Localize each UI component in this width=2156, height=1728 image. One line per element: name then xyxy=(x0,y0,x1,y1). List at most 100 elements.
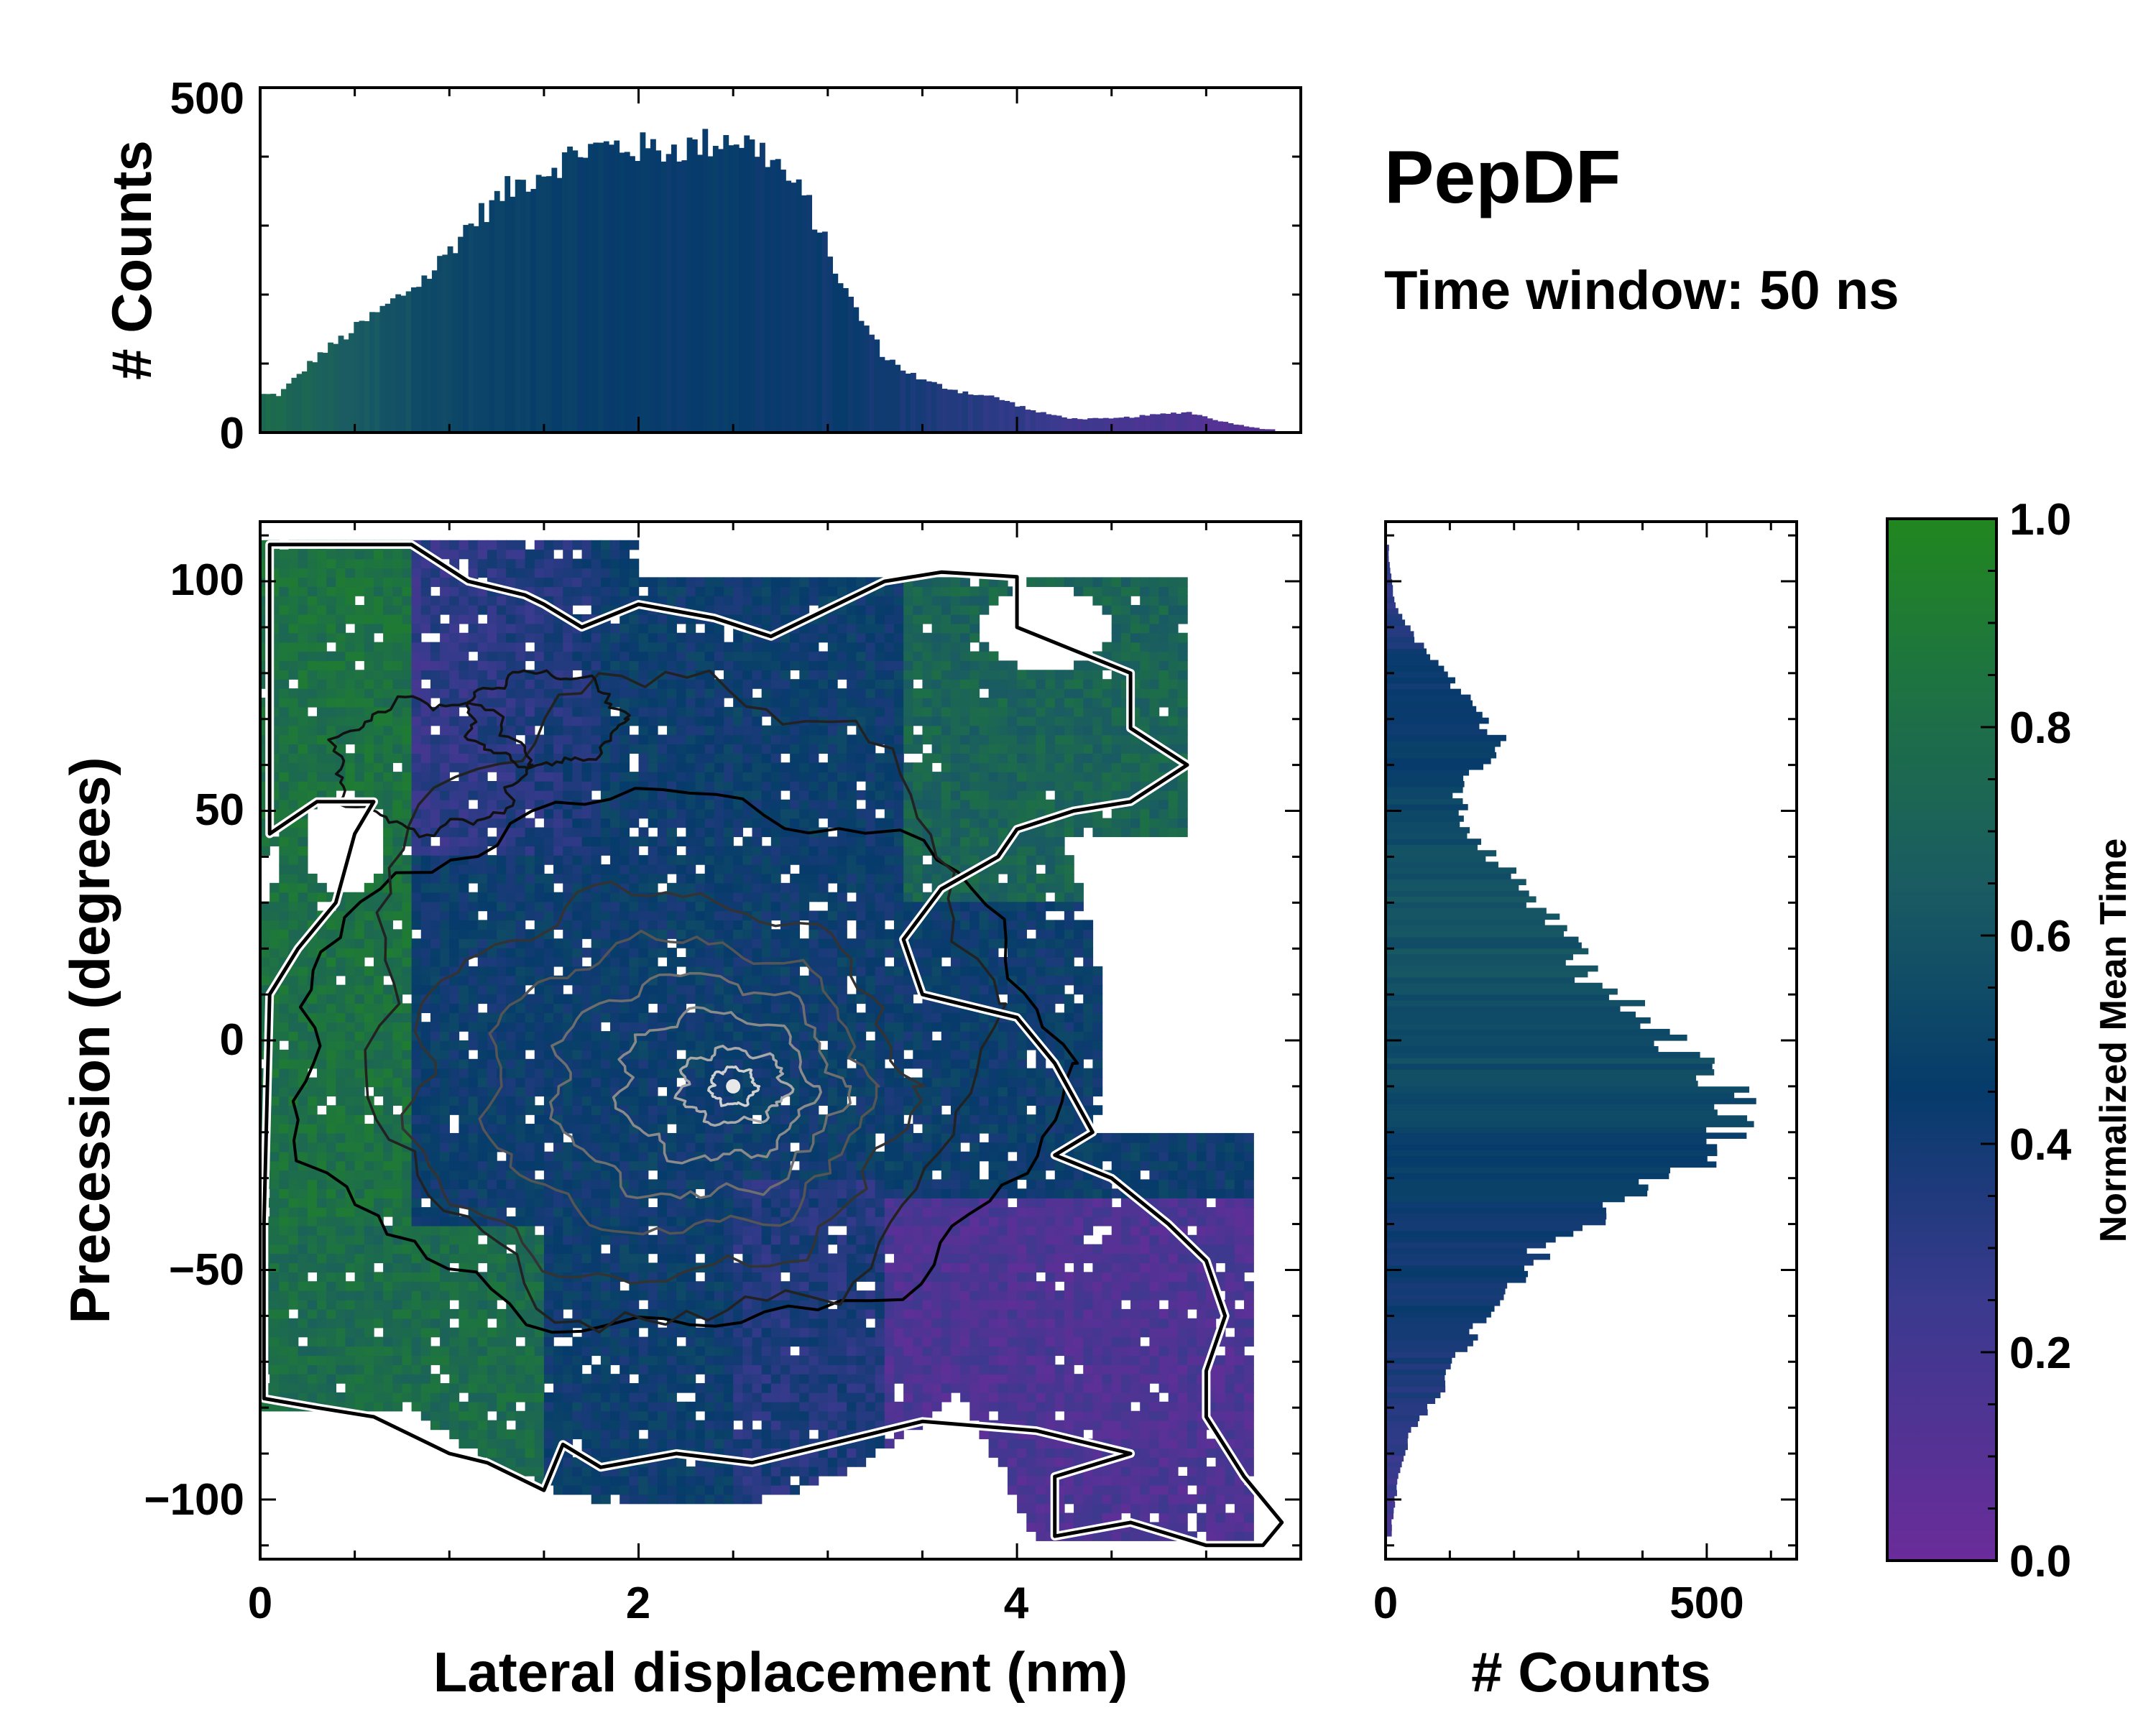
heatmap-cell xyxy=(336,652,346,662)
heatmap-cell xyxy=(582,540,592,550)
heatmap-cell xyxy=(506,1133,516,1143)
heatmap-cell xyxy=(326,1152,336,1162)
top-hist-bar xyxy=(1124,417,1130,433)
heatmap-cell xyxy=(383,1254,393,1264)
heatmap-cell xyxy=(676,596,686,606)
heatmap-cell xyxy=(364,1290,374,1300)
heatmap-cell xyxy=(383,624,393,634)
heatmap-cell xyxy=(449,753,459,763)
heatmap-cell xyxy=(676,781,686,791)
heatmap-cell xyxy=(421,1216,431,1226)
heatmap-cell xyxy=(582,1124,592,1134)
heatmap-cell xyxy=(317,938,327,948)
heatmap-cell xyxy=(430,883,441,893)
heatmap-cell xyxy=(553,596,563,606)
heatmap-cell xyxy=(553,948,563,958)
heatmap-cell xyxy=(478,1050,488,1060)
top-hist-bar xyxy=(276,396,282,433)
heatmap-cell xyxy=(733,1476,743,1486)
heatmap-cell xyxy=(629,1254,639,1264)
heatmap-cell xyxy=(686,744,696,754)
heatmap-cell xyxy=(298,726,308,736)
heatmap-cell xyxy=(535,874,545,884)
heatmap-cell xyxy=(383,1161,393,1171)
heatmap-cell xyxy=(336,1290,346,1300)
heatmap-cell xyxy=(544,818,554,828)
heatmap-cell xyxy=(298,1059,308,1069)
heatmap-cell xyxy=(525,1235,535,1245)
heatmap-cell xyxy=(515,1383,525,1393)
heatmap-cell xyxy=(572,1300,582,1310)
heatmap-cell xyxy=(449,1402,459,1412)
top-hist-bar xyxy=(546,176,552,433)
heatmap-cell xyxy=(308,1040,318,1050)
heatmap-cell xyxy=(591,652,602,662)
heatmap-cell xyxy=(658,762,668,772)
heatmap-cell xyxy=(686,1430,696,1440)
heatmap-cell xyxy=(676,994,686,1004)
heatmap-cell xyxy=(449,1179,459,1189)
heatmap-cell xyxy=(459,550,469,560)
heatmap-cell xyxy=(469,1124,479,1134)
heatmap-cell xyxy=(544,1216,554,1226)
heatmap-cell xyxy=(619,781,630,791)
heatmap-cell xyxy=(326,716,336,726)
heatmap-cell xyxy=(364,1346,374,1356)
heatmap-cell xyxy=(724,586,734,596)
heatmap-cell xyxy=(733,1411,743,1421)
heatmap-cell xyxy=(629,846,639,856)
heatmap-cell xyxy=(279,994,289,1004)
heatmap-cell xyxy=(648,864,658,874)
heatmap-cell xyxy=(336,614,346,624)
heatmap-cell xyxy=(421,781,431,791)
heatmap-cell xyxy=(487,920,497,930)
heatmap-cell xyxy=(355,1383,365,1393)
heatmap-cell xyxy=(298,652,308,662)
top-hist-bar xyxy=(660,162,666,433)
heatmap-cell xyxy=(402,716,412,726)
heatmap-cell xyxy=(658,707,668,717)
heatmap-cell xyxy=(591,855,602,865)
heatmap-cell xyxy=(449,911,459,921)
heatmap-cell xyxy=(402,614,412,624)
heatmap-cell xyxy=(724,1402,734,1412)
heatmap-cell xyxy=(449,874,459,884)
heatmap-cell xyxy=(374,679,384,689)
heatmap-cell xyxy=(619,1040,630,1050)
heatmap-cell xyxy=(705,1161,715,1171)
heatmap-cell xyxy=(601,1012,611,1022)
heatmap-cell xyxy=(402,1272,412,1282)
heatmap-cell xyxy=(676,1485,686,1495)
heatmap-cell xyxy=(648,1012,658,1022)
heatmap-cell xyxy=(648,846,658,856)
heatmap-cell xyxy=(374,1179,384,1189)
heatmap-cell xyxy=(449,1096,459,1106)
heatmap-cell xyxy=(705,1198,715,1208)
top-hist-bar xyxy=(333,344,338,433)
heatmap-cell xyxy=(383,596,393,606)
heatmap-cell xyxy=(563,707,573,717)
heatmap-cell xyxy=(714,929,724,939)
heatmap-cell xyxy=(288,772,298,782)
heatmap-cell xyxy=(336,559,346,569)
heatmap-cell xyxy=(308,744,318,754)
heatmap-cell xyxy=(440,726,450,736)
heatmap-cell xyxy=(705,596,715,606)
heatmap-cell xyxy=(279,1188,289,1198)
heatmap-cell xyxy=(639,1392,649,1403)
heatmap-cell xyxy=(374,1068,384,1078)
heatmap-cell xyxy=(506,1086,516,1096)
heatmap-cell xyxy=(667,985,677,995)
heatmap-cell xyxy=(402,633,412,643)
heatmap-cell xyxy=(374,605,384,615)
heatmap-cell xyxy=(648,1383,658,1393)
heatmap-cell xyxy=(392,1402,402,1412)
heatmap-cell xyxy=(705,772,715,782)
heatmap-cell xyxy=(724,846,734,856)
heatmap-cell xyxy=(629,1207,639,1217)
heatmap-cell xyxy=(345,605,355,615)
heatmap-cell xyxy=(270,1383,280,1393)
heatmap-cell xyxy=(374,1337,384,1347)
heatmap-cell xyxy=(733,1235,743,1245)
heatmap-cell xyxy=(610,1290,620,1300)
